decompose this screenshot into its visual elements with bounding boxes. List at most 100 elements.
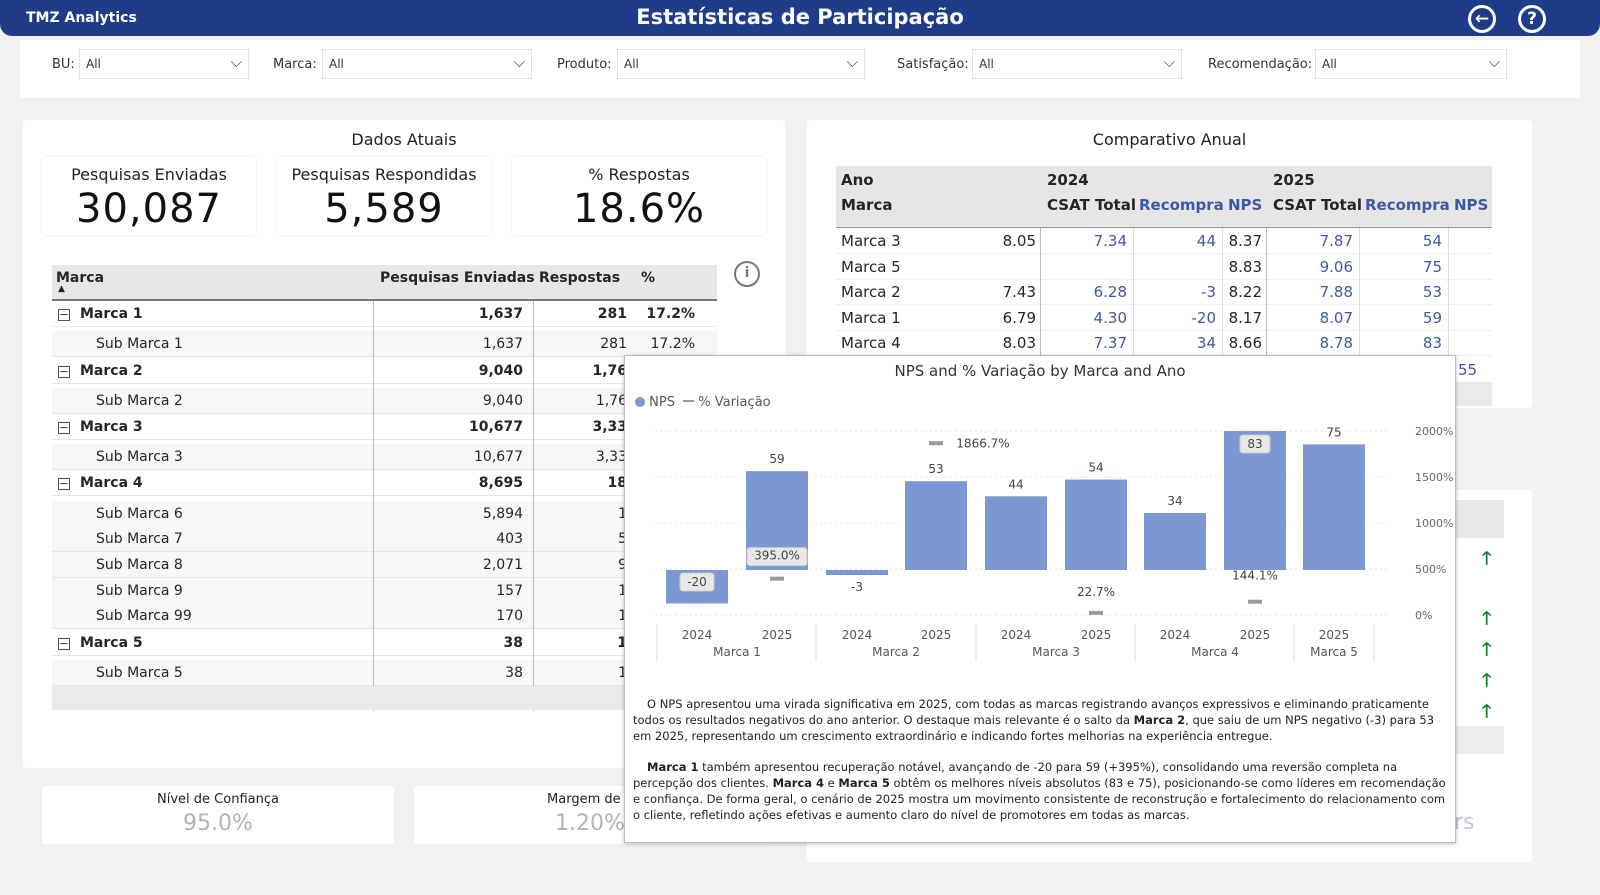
row-c24: 6.79 [1002,308,1036,327]
bar [1303,444,1365,570]
filter-dropdown-satisfacao[interactable]: All ⌵ [972,49,1182,79]
filter-label-recomendacao: Recomendação: [1208,57,1313,72]
row-sent: 1,637 [478,306,523,322]
row-responses: 1,76 [595,393,627,409]
help-icon[interactable]: ? [1518,5,1546,33]
filter-dropdown-bu[interactable]: All ⌵ [79,49,249,79]
sort-ascending-icon: ▲ [58,284,65,294]
x-group-label: Marca 2 [872,645,920,659]
row-marca: Sub Marca 2 [96,393,183,409]
comparison-row: Marca 5 8.83 9.06 75 [836,254,1492,280]
y-right-tick-label: 500% [1415,563,1446,576]
filter-value-produto: All [624,57,639,71]
table-group-row[interactable]: − Marca 3 10,677 3,33 [52,414,717,440]
x-tick-label: 2025 [1240,628,1271,642]
info-icon[interactable]: i [734,261,760,287]
row-responses: 3,33 [595,449,627,465]
arrow-up-icon: 🡑 [1482,608,1492,629]
table-row: Sub Marca 7 403 5 [52,526,717,552]
row-marca: Marca 3 [841,232,901,250]
filter-dropdown-marca[interactable]: All ⌵ [322,49,532,79]
header-recompra-2024[interactable]: Recompra [1139,196,1224,214]
header-nps-2024[interactable]: NPS [1228,196,1263,214]
table-row: Sub Marca 2 9,040 1,76 [52,388,717,414]
comparison-row: Marca 3 8.05 7.34 44 8.37 7.87 54 [836,228,1492,254]
legend-dot-icon [635,397,645,407]
row-n25: 75 [1422,257,1442,276]
column-header-percent[interactable]: % [641,270,656,286]
data-label-bg [1239,434,1271,454]
back-icon[interactable]: ← [1468,5,1496,33]
kpi-value: 30,087 [76,186,222,232]
x-group-label: Marca 5 [1310,645,1358,659]
header-marca[interactable]: Marca [841,196,893,214]
chevron-down-icon: ⌵ [1488,53,1500,71]
secondary-table-header [1456,500,1504,538]
row-marca: Sub Marca 9 [96,583,183,599]
description-paragraph-2: Marca 1 também apresentou recuperação no… [633,760,1446,822]
header-recompra-2025[interactable]: Recompra [1365,196,1450,214]
bar-data-label: 75 [1326,425,1341,439]
row-marca: Sub Marca 7 [96,531,183,547]
collapse-icon[interactable]: − [58,421,70,434]
collapse-icon[interactable]: − [58,637,70,650]
nps-chart: 0% 500% 1000% 1500% 2000% -20 2024 59 395.0% 2025… [655,425,1453,661]
kpi-value: 1.20% [555,811,625,836]
row-r25: 8.78 [1319,334,1353,352]
row-marca: Sub Marca 1 [96,336,183,352]
collapse-icon[interactable]: − [58,308,70,321]
header-csat-2025[interactable]: CSAT Total [1273,196,1362,214]
secondary-table-total [1456,726,1504,754]
column-header-sent[interactable]: Pesquisas Enviadas [380,270,535,286]
column-header-marca[interactable]: Marca ▲ [56,270,105,294]
header-csat-2024[interactable]: CSAT Total [1047,196,1136,214]
row-n25: 83 [1422,334,1442,352]
kpi-label: Nível de Confiança [157,792,279,807]
legend-nps: NPS [649,395,675,410]
row-responses: 1,76 [592,363,627,379]
row-sent: 157 [496,583,523,599]
row-sent: 10,677 [474,449,523,465]
row-sent: 403 [496,531,523,547]
row-responses: 1 [618,506,627,522]
filter-dropdown-produto[interactable]: All ⌵ [617,49,865,79]
row-sent: 170 [496,608,523,624]
legend-variation: % Variação [698,395,771,410]
row-sent: 9,040 [482,393,523,409]
table-group-row[interactable]: − Marca 1 1,637 281 17.2% [52,301,717,327]
table-group-row[interactable]: − Marca 4 8,695 18 [52,470,717,496]
bar-data-label: 59 [769,452,784,466]
table-group-row[interactable]: − Marca 2 9,040 1,76 [52,358,717,384]
arrow-up-icon: 🡑 [1482,548,1492,569]
row-responses: 281 [600,336,627,352]
row-n24: -20 [1191,308,1217,327]
row-n24: 44 [1196,232,1216,250]
row-n25: 54 [1422,232,1442,250]
chevron-down-icon: ⌵ [1163,53,1175,71]
row-responses: 281 [597,306,627,322]
table-group-row[interactable]: − Marca 5 38 1 [52,630,717,656]
filter-dropdown-recomendacao[interactable]: All ⌵ [1315,49,1507,79]
kpi-label: Margem de E [547,792,633,807]
bar-data-label: 44 [1008,477,1023,491]
bar [1144,513,1206,570]
row-marca: Sub Marca 5 [96,665,183,681]
row-n25: 53 [1422,283,1442,301]
kpi-value: 18.6% [572,186,706,232]
row-c25: 8.83 [1228,257,1262,276]
column-divider [1448,228,1449,358]
collapse-icon[interactable]: − [58,365,70,378]
row-c25: 8.22 [1228,283,1262,301]
collapse-icon[interactable]: − [58,477,70,490]
bar-data-label: 34 [1167,494,1182,508]
chart-legend: NPS % Variação [635,395,771,410]
page-title: Estatísticas de Participação [636,5,964,29]
x-tick-label: 2024 [682,628,713,642]
column-header-responses[interactable]: Respostas [539,270,621,286]
row-marca: Sub Marca 8 [96,557,183,573]
kpi-card-sent: Pesquisas Enviadas 30,087 [42,157,256,235]
table-row: Sub Marca 3 10,677 3,33 [52,444,717,470]
bar [826,570,888,576]
row-marca: Marca 1 [841,308,901,327]
header-nps-2025[interactable]: NPS [1454,196,1489,214]
